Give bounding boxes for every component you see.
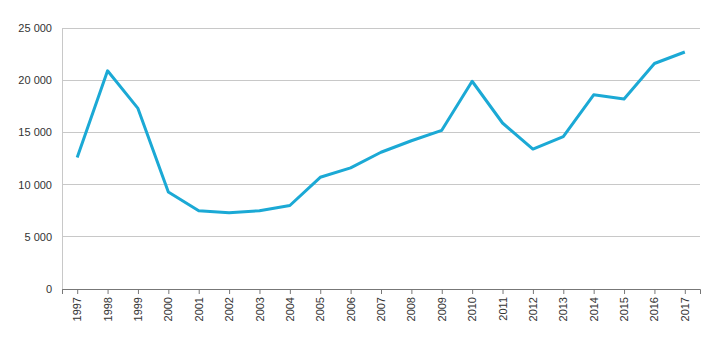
x-tick: 2014 [588, 289, 600, 321]
x-tick-mark [654, 289, 655, 294]
x-tick: 1997 [71, 289, 83, 321]
x-axis-line [63, 290, 701, 295]
x-tick-mark [594, 289, 595, 294]
x-tick-mark [108, 289, 109, 294]
y-tick: 25 000 [18, 22, 62, 34]
x-tick-mark [259, 289, 260, 294]
x-tick: 2012 [527, 289, 539, 321]
x-tick-mark [381, 289, 382, 294]
x-tick: 2005 [314, 289, 326, 321]
x-tick-mark [503, 289, 504, 294]
grid-line [62, 80, 700, 81]
x-tick-mark [624, 289, 625, 294]
x-tick-mark [442, 289, 443, 294]
x-tick-label: 2015 [618, 297, 630, 321]
x-tick-label: 2011 [497, 297, 509, 321]
x-tick: 2017 [679, 289, 691, 321]
x-tick-label: 2014 [588, 297, 600, 321]
x-tick-label: 2012 [527, 297, 539, 321]
x-tick-label: 2016 [648, 297, 660, 321]
grid-line [62, 184, 700, 185]
grid-line [62, 28, 700, 29]
y-tick: 20 000 [18, 74, 62, 86]
x-tick-mark [411, 289, 412, 294]
x-tick: 2001 [193, 289, 205, 321]
x-tick: 2016 [648, 289, 660, 321]
x-tick: 2013 [557, 289, 569, 321]
grid [62, 28, 700, 289]
x-tick: 2000 [162, 289, 174, 321]
x-tick: 2004 [284, 289, 296, 321]
x-tick: 2015 [618, 289, 630, 321]
grid-line [62, 132, 700, 133]
x-tick-mark [77, 289, 78, 294]
grid-line [62, 236, 700, 237]
x-tick-label: 1998 [102, 297, 114, 321]
y-tick-label: 5 000 [24, 231, 52, 243]
x-tick-mark [563, 289, 564, 294]
x-tick: 2002 [223, 289, 235, 321]
chart: 05 00010 00015 00020 00025 0001997199819… [0, 0, 719, 341]
x-tick-label: 2001 [193, 297, 205, 321]
x-tick-label: 2002 [223, 297, 235, 321]
data-line [77, 52, 685, 213]
x-tick: 2011 [497, 289, 509, 321]
x-tick-label: 2013 [557, 297, 569, 321]
y-axis: 0 5 000 10 000 15 000 20 000 25 000 [18, 22, 62, 295]
x-tick-mark [168, 289, 169, 294]
y-tick: 5 000 [24, 231, 62, 243]
plot-area [77, 52, 685, 213]
x-tick-label: 2004 [284, 297, 296, 321]
x-tick: 2010 [466, 289, 478, 321]
x-tick-label: 2017 [679, 297, 691, 321]
x-tick: 2009 [436, 289, 448, 321]
x-tick: 2006 [345, 289, 357, 321]
x-tick-mark [229, 289, 230, 294]
x-tick-label: 2008 [405, 297, 417, 321]
x-tick-label: 2009 [436, 297, 448, 321]
x-tick-label: 2010 [466, 297, 478, 321]
x-tick-mark [199, 289, 200, 294]
y-axis-line [62, 29, 63, 290]
x-tick: 2007 [375, 289, 387, 321]
x-tick-mark [320, 289, 321, 294]
x-tick-label: 1997 [71, 297, 83, 321]
x-tick: 2008 [405, 289, 417, 321]
x-tick: 1999 [132, 289, 144, 321]
x-tick-label: 2000 [162, 297, 174, 321]
y-tick-label: 0 [46, 283, 52, 295]
x-tick-label: 1999 [132, 297, 144, 321]
y-tick-label: 20 000 [18, 74, 52, 86]
y-tick: 0 [46, 283, 62, 295]
x-tick-label: 2006 [345, 297, 357, 321]
x-tick-mark [533, 289, 534, 294]
y-tick: 15 000 [18, 126, 62, 138]
x-tick: 2003 [253, 289, 265, 321]
x-tick-label: 2007 [375, 297, 387, 321]
y-tick: 10 000 [18, 179, 62, 191]
x-tick-mark [290, 289, 291, 294]
x-tick-mark [685, 289, 686, 294]
y-tick-label: 15 000 [18, 126, 52, 138]
y-tick-label: 25 000 [18, 22, 52, 34]
x-tick-label: 2003 [253, 297, 265, 321]
x-tick-mark [472, 289, 473, 294]
x-tick-mark [351, 289, 352, 294]
x-axis: 1997 1998 1999 2000 2001 2002 2003 2004 2005 2006… [63, 289, 701, 321]
y-tick-label: 10 000 [18, 179, 52, 191]
x-tick-mark [138, 289, 139, 294]
x-tick: 1998 [102, 289, 114, 321]
x-tick-label: 2005 [314, 297, 326, 321]
